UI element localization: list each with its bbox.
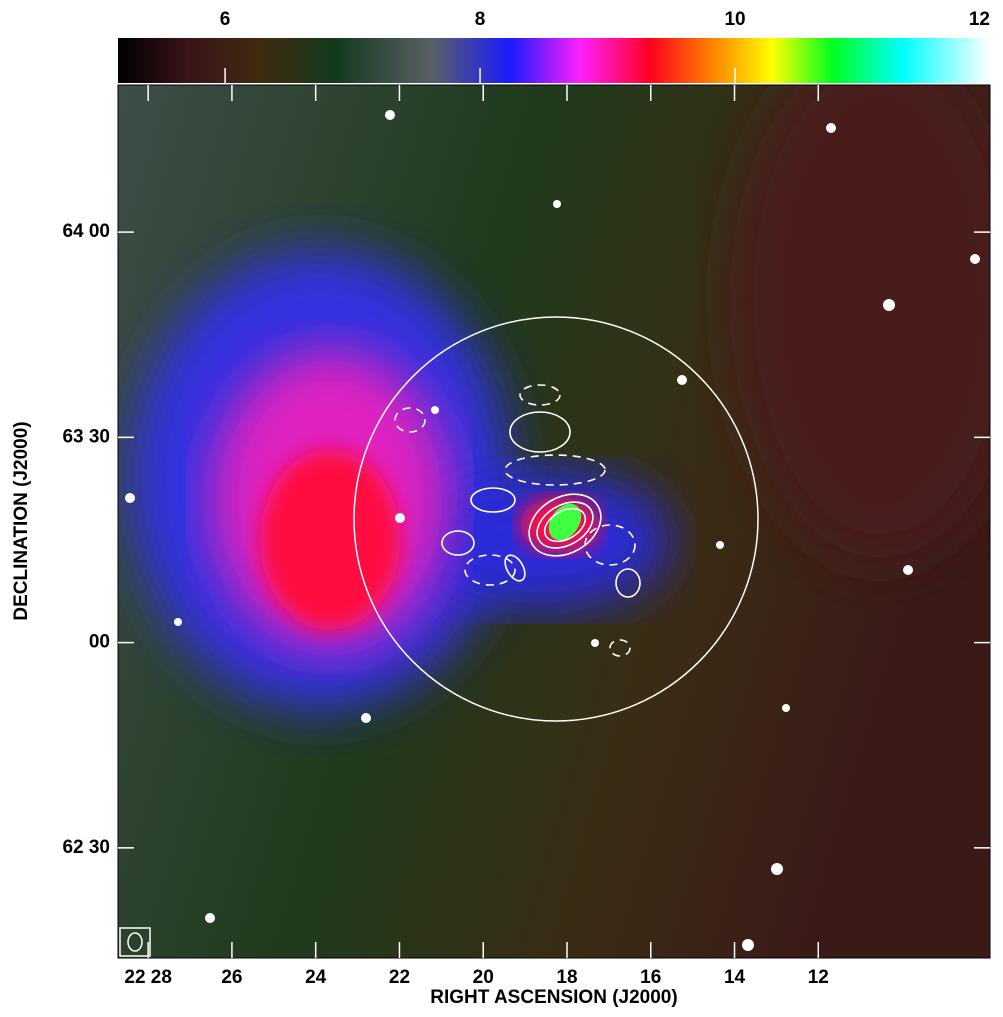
colorbar-tick-label: 12: [969, 9, 990, 30]
colorbar-tick-label: 6: [220, 9, 231, 30]
y-tick-label: 64 00: [62, 221, 110, 242]
colorbar-tick-label: 10: [724, 9, 745, 30]
colorbar: [118, 38, 990, 83]
x-tick-label: 22 28: [124, 967, 172, 988]
y-tick-label: 63 30: [62, 426, 110, 447]
x-tick-label: 12: [808, 967, 829, 988]
x-tick-label: 20: [473, 967, 494, 988]
y-axis-label: DECLINATION (J2000): [11, 421, 32, 620]
colorbar-tick-label: 8: [475, 9, 486, 30]
y-tick-label: 00: [89, 632, 110, 653]
x-tick-label: 16: [640, 967, 661, 988]
x-tick-label: 22: [389, 967, 410, 988]
x-tick-label: 18: [556, 967, 577, 988]
y-tick-label: 62 30: [62, 837, 110, 858]
x-tick-label: 14: [724, 967, 746, 988]
image: [118, 85, 990, 958]
x-tick-label: 26: [221, 967, 242, 988]
x-axis-label: RIGHT ASCENSION (J2000): [430, 987, 677, 1008]
x-tick-label: 24: [305, 967, 327, 988]
